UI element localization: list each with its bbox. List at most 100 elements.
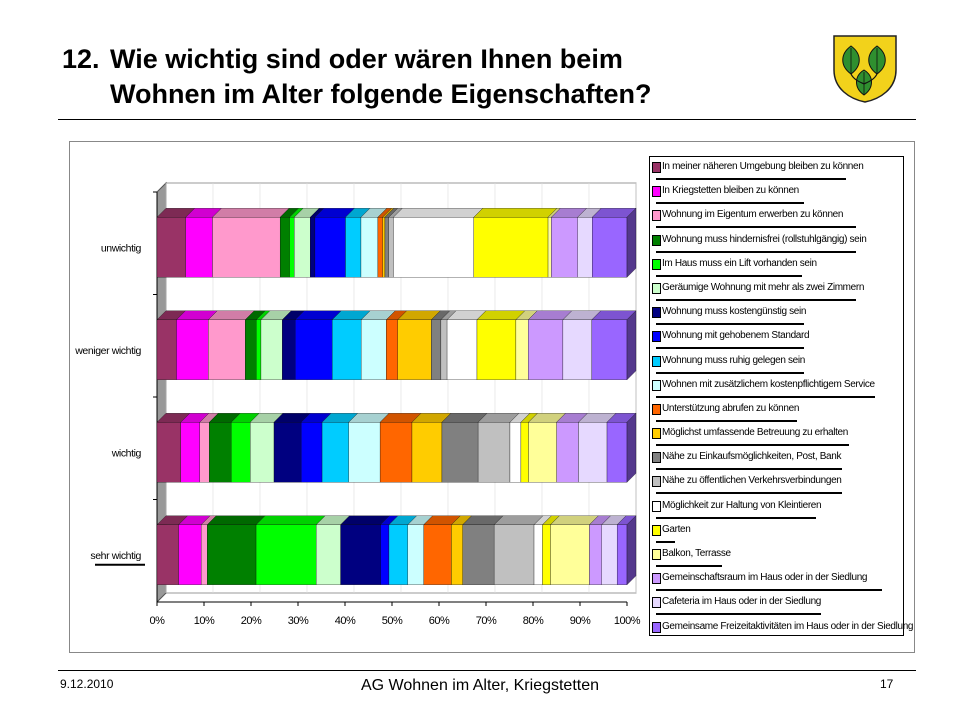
bar-segment (606, 422, 628, 483)
bar-segment (316, 524, 341, 585)
page-number: 17 (880, 677, 894, 691)
legend-label: Wohnung muss kostengünstig sein (662, 306, 807, 318)
bar-segment (180, 422, 200, 483)
bar-segment (382, 217, 386, 278)
legend-swatch (652, 307, 661, 319)
legend-label: Gemeinsame Freizeitaktivitäten im Haus o… (662, 620, 914, 632)
legend-swatch (652, 210, 661, 222)
legend-underline (656, 565, 722, 567)
legend-swatch (652, 549, 661, 560)
x-tick-label: 100% (614, 615, 641, 627)
title-number: 12. (62, 44, 100, 74)
legend-item: Wohnung muss hindernisfrei (rollstuhlgän… (652, 234, 901, 258)
bar-segment (260, 319, 283, 380)
legend-item: Unterstützung abrufen zu können (652, 403, 901, 427)
legend-swatch (652, 282, 661, 294)
bar-segment (446, 319, 478, 380)
legend-underline (656, 274, 802, 277)
legend-label: In meiner näheren Umgebung bleiben zu kö… (662, 161, 864, 172)
legend-underline (656, 468, 842, 471)
legend-swatch (652, 621, 661, 633)
bar-segment (348, 422, 381, 483)
legend-label: Nähe zu öffentlichen Verkehrsverbindunge… (662, 475, 842, 487)
bar-segment (321, 422, 349, 483)
bar-segment (231, 422, 251, 483)
bar-segment (212, 217, 281, 278)
bar-segment (592, 217, 628, 278)
bar-segment (388, 524, 408, 585)
legend-item: Im Haus muss ein Lift vorhanden sein (652, 258, 901, 282)
chart-frame: 0% 10% 20% 30% 40% 50% 60% 70% 80% 90% 100% unwicht… (69, 141, 915, 653)
bar-segment (245, 319, 257, 380)
bar-segment (462, 524, 495, 585)
legend-label: Cafeteria im Haus oder in der Siedlung (662, 596, 822, 608)
x-tick-label: 40% (335, 615, 356, 627)
legend-swatch (652, 428, 661, 440)
legend-item: Gemeinsame Freizeitaktivitäten im Haus o… (652, 621, 914, 645)
legend-label: Geräumige Wohnung mit mehr als zwei Zimm… (662, 281, 865, 293)
bar-segment (207, 524, 257, 585)
bar-segment (515, 319, 529, 380)
legend-item: Gemeinschaftsraum im Haus oder in der Si… (652, 572, 901, 596)
bar-segment (388, 217, 394, 278)
footer-divider (58, 670, 916, 671)
legend-item: Cafeteria im Haus oder in der Siedlung (652, 596, 901, 620)
legend-item: Möglichst umfassende Betreuung zu erhalt… (652, 427, 901, 451)
title-line1: Wie wichtig sind oder wären Ihnen beim (110, 44, 623, 74)
bar-segment (208, 319, 246, 380)
title-line2: Wohnen im Alter folgende Eigenschaften? (110, 79, 652, 109)
legend-item: Wohnung muss kostengünstig sein (652, 306, 901, 330)
bar-segment (473, 217, 549, 278)
bar-side-face (626, 207, 637, 278)
legend-label: In Kriegstetten bleiben zu können (662, 185, 799, 197)
x-tick-label: 10% (194, 615, 215, 627)
legend-label: Möglichst umfassende Betreuung zu erhalt… (662, 427, 848, 439)
bar-segment (314, 217, 346, 278)
legend-underline (656, 178, 846, 180)
legend-item: Wohnung im Eigentum erwerben zu können (652, 209, 901, 233)
bar-segment (578, 422, 608, 483)
legend-underline (656, 395, 875, 398)
bar-top-face (473, 208, 558, 218)
legend-item: In meiner näheren Umgebung bleiben zu kö… (652, 161, 901, 185)
legend-underline (656, 371, 804, 374)
bar-segment (340, 524, 381, 585)
bar-segment (547, 217, 552, 278)
legend-item: Geräumige Wohnung mit mehr als zwei Zimm… (652, 282, 901, 306)
bar-segment (493, 524, 535, 585)
legend-label: Unterstützung abrufen zu können (662, 402, 800, 414)
bar-segment (520, 422, 529, 483)
legend-underline (656, 589, 882, 592)
legend-label: Nähe zu Einkaufsmöglichkeiten, Post, Ban… (662, 451, 842, 463)
x-tick-label: 0% (150, 615, 166, 627)
category-label: sehr wichtig (90, 550, 141, 562)
bar-top-face (212, 208, 290, 218)
bar-segment (551, 217, 578, 278)
legend-swatch (652, 524, 661, 536)
bar-segment (332, 319, 362, 380)
legend-swatch (652, 162, 661, 173)
bar-segment (255, 524, 317, 585)
bar-segment (542, 524, 551, 585)
footer-date: 9.12.2010 (60, 677, 114, 691)
bar-top-face (206, 515, 266, 525)
bar-segment (384, 217, 389, 278)
legend-swatch (652, 403, 661, 415)
legend-label: Wohnung im Eigentum erwerben zu können (662, 209, 844, 221)
legend-swatch (652, 476, 661, 488)
legend-label: Wohnen mit zusätzlichem kostenpflichtige… (662, 378, 875, 390)
bar-segment (386, 319, 398, 380)
legend-swatch (652, 379, 661, 391)
bar-top-face (393, 208, 484, 218)
bar-segment (393, 217, 474, 278)
title-divider (58, 119, 916, 120)
legend-swatch (652, 597, 661, 609)
bar-segment (379, 422, 413, 483)
bar-segment (440, 319, 448, 380)
legend-underline (656, 419, 797, 422)
bar-segment (577, 217, 593, 278)
legend-swatch (652, 258, 661, 270)
x-tick-label: 70% (476, 615, 497, 627)
municipal-crest-icon (833, 35, 897, 103)
bar-segment (407, 524, 424, 585)
